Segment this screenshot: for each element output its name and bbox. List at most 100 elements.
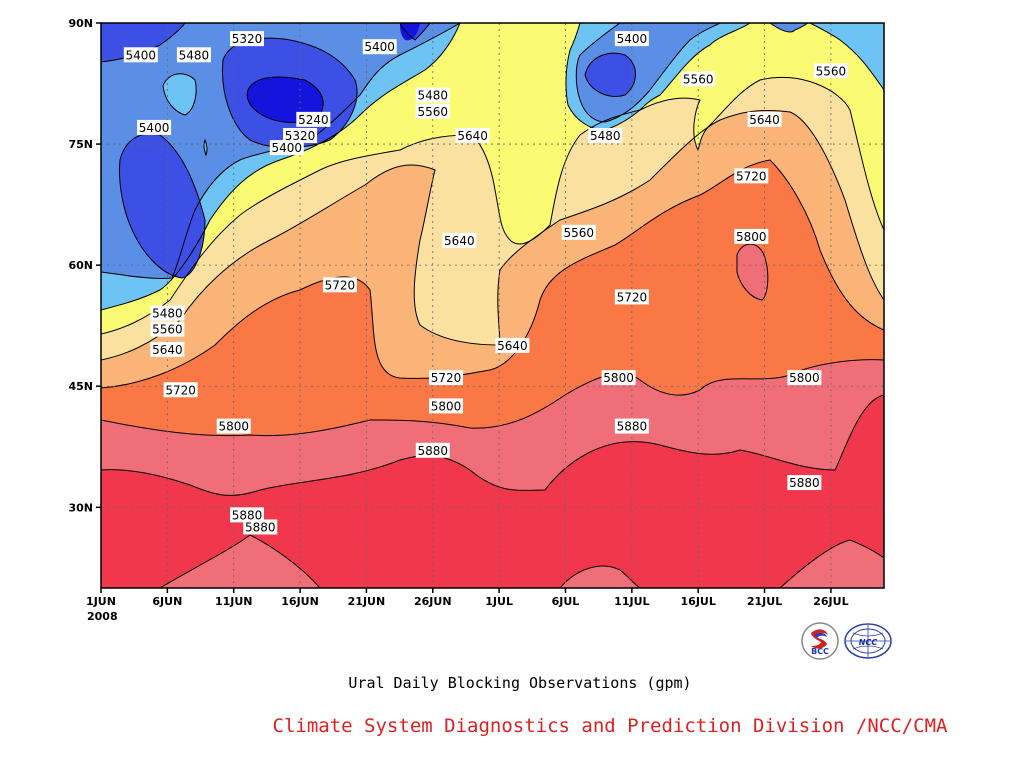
x-tick-label: 6JUL xyxy=(552,595,580,608)
contour-label-text: 5880 xyxy=(245,520,276,534)
contour-label-text: 5640 xyxy=(749,113,780,127)
x-axis-year-label: 2008 xyxy=(87,610,118,623)
contour-label: 5560 xyxy=(561,224,596,240)
contour-label-bg xyxy=(787,475,822,491)
fill-band-5240 xyxy=(247,23,420,123)
contour-label: 5800 xyxy=(734,228,769,244)
contour-label: 5640 xyxy=(455,128,490,143)
x-tick-label: 11JUN xyxy=(215,595,253,608)
y-tick-label: 45N xyxy=(68,380,93,393)
contour-label-text: 5400 xyxy=(272,141,303,155)
contour-label-text: 5800 xyxy=(736,230,767,244)
x-axis: 1JUN 6JUN 11JUN 16JUN 21JUN 26JUN 1JUL 6JUL 11JU… xyxy=(86,588,849,608)
x-tick-label: 26JUL xyxy=(813,595,848,608)
contour-line xyxy=(769,23,809,33)
contour-label-text: 5560 xyxy=(418,105,449,119)
contour-label-bg xyxy=(163,382,198,398)
contour-label: 5720 xyxy=(163,382,198,398)
contour-label: 5880 xyxy=(614,418,649,434)
contour-label-text: 5880 xyxy=(789,476,820,490)
contour-label-text: 5640 xyxy=(152,343,183,357)
x-tick-label: 6JUN xyxy=(152,595,182,608)
contour-line xyxy=(575,23,721,123)
contour-label-bg xyxy=(283,128,318,143)
x-tick-label: 21JUN xyxy=(348,595,386,608)
fill-band-5880-bottom xyxy=(160,535,320,588)
fill-island-5880 xyxy=(737,244,768,300)
contour-label-text: 5480 xyxy=(152,307,183,321)
contour-label-text: 5880 xyxy=(617,420,648,434)
contour-label-bg xyxy=(216,418,251,434)
contour-label-bg xyxy=(429,398,464,414)
y-tick-label: 60N xyxy=(68,259,93,272)
contour-label: 5880 xyxy=(787,475,822,491)
contour-label: 5720 xyxy=(734,168,769,184)
contour-label-bg xyxy=(322,277,357,293)
contour-label-bg xyxy=(787,370,822,386)
contour-label-bg xyxy=(362,39,397,55)
contour-label-bg xyxy=(429,370,464,386)
contour-label: 5880 xyxy=(243,519,278,535)
x-tick-label: 11JUL xyxy=(614,595,649,608)
contour-label-bg xyxy=(229,507,264,523)
contour-label-bg xyxy=(415,442,450,458)
contour-label: 5480 xyxy=(415,87,450,103)
contour-fills xyxy=(101,23,884,588)
contour-label-text: 5720 xyxy=(736,169,767,183)
contour-label: 5400 xyxy=(362,39,397,55)
contour-label-bg xyxy=(150,321,185,337)
x-tick-label: 26JUN xyxy=(414,595,452,608)
contour-label: 5240 xyxy=(296,111,331,127)
contour-label: 5480 xyxy=(176,47,211,63)
contour-label: 5480 xyxy=(150,305,185,321)
contour-label: 5880 xyxy=(229,507,264,523)
contour-label-bg xyxy=(455,128,490,143)
x-tick-label: 1JUL xyxy=(485,595,513,608)
x-tick-label: 16JUN xyxy=(281,595,319,608)
contour-label-text: 5880 xyxy=(418,444,449,458)
contour-line xyxy=(101,359,884,437)
contour-label-text: 5720 xyxy=(431,371,462,385)
contour-label-text: 5320 xyxy=(232,32,263,46)
contour-label-text: 5560 xyxy=(563,226,594,240)
contour-label-bg xyxy=(296,111,331,127)
contour-label: 5400 xyxy=(269,140,304,156)
bcc-logo: BCC xyxy=(801,622,839,660)
contour-label: 5800 xyxy=(429,398,464,414)
contour-line xyxy=(736,243,769,301)
contour-line xyxy=(101,23,461,279)
logo-group: BCC NCC xyxy=(801,622,892,660)
ncc-logo-text: NCC xyxy=(859,638,878,647)
contour-label: 5320 xyxy=(283,128,318,143)
contour-label-bg xyxy=(150,305,185,321)
contour-label-bg xyxy=(243,519,278,535)
fill-band-5880-bottom2 xyxy=(560,566,640,588)
x-tick-label: 21JUL xyxy=(747,595,782,608)
contour-label: 5400 xyxy=(123,47,158,63)
contour-line xyxy=(565,23,751,131)
contour-label-text: 5800 xyxy=(431,399,462,413)
contour-line xyxy=(809,23,884,91)
y-tick-label: 30N xyxy=(68,501,93,514)
contour-label-text: 5720 xyxy=(617,290,648,304)
contour-label: 5800 xyxy=(601,370,636,386)
chart-credit: Climate System Diagnostics and Predictio… xyxy=(273,715,948,737)
contour-label: 5880 xyxy=(415,442,450,458)
contour-label-bg xyxy=(176,47,211,63)
contour-label-bg xyxy=(681,71,716,87)
contour-label-text: 5480 xyxy=(179,48,210,62)
contour-label-text: 5240 xyxy=(298,113,329,127)
contour-label-text: 5480 xyxy=(590,129,621,143)
contour-line xyxy=(559,565,641,588)
contour-label-text: 5880 xyxy=(232,508,263,522)
contour-label-bg xyxy=(614,31,649,47)
contour-label: 5720 xyxy=(322,277,357,293)
contour-label-text: 5640 xyxy=(457,129,488,143)
y-tick-label: 75N xyxy=(68,138,93,151)
contour-label-text: 5560 xyxy=(816,64,847,78)
contour-label-text: 5800 xyxy=(789,371,820,385)
contour-label-bg xyxy=(150,341,185,357)
contour-label: 5640 xyxy=(442,232,477,248)
contour-label-bg xyxy=(734,228,769,244)
contour-label-text: 5560 xyxy=(683,73,714,87)
